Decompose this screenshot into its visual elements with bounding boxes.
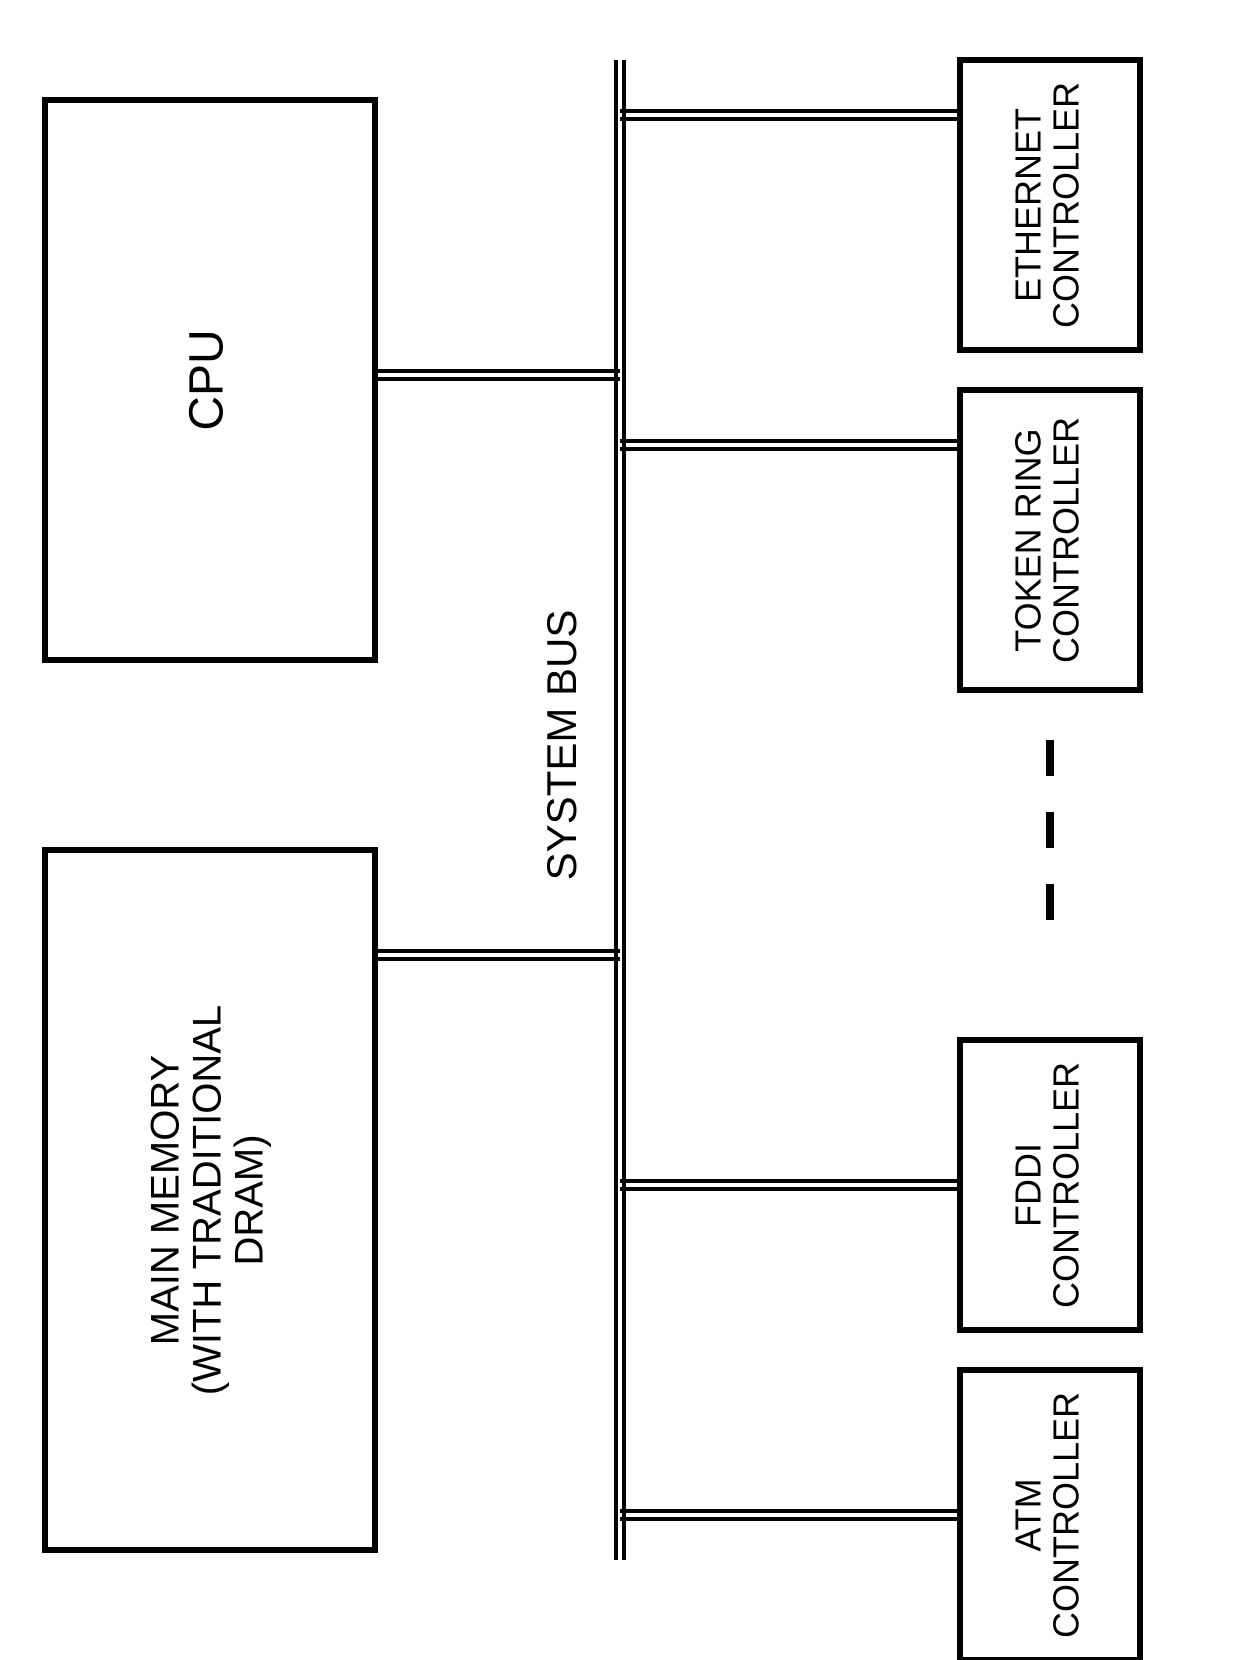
token-ring-block: TOKEN RINGCONTROLLER (960, 390, 1140, 690)
token-ring-label: TOKEN RING (1008, 428, 1049, 651)
token-ring-connector (620, 441, 960, 449)
ethernet-label: CONTROLLER (1045, 82, 1086, 328)
cpu-connector (375, 371, 620, 379)
ethernet-connector (620, 111, 960, 119)
main-memory-connector (375, 951, 620, 959)
ethernet-block: ETHERNETCONTROLLER (960, 60, 1140, 350)
atm-connector (620, 1511, 960, 1519)
cpu-block: CPU (45, 100, 375, 660)
system-bus-label: SYSTEM BUS (538, 610, 585, 881)
main-memory-block: MAIN MEMORY(WITH TRADITIONALDRAM) (45, 850, 375, 1550)
cpu-label: CPU (181, 329, 234, 430)
token-ring-label: CONTROLLER (1045, 417, 1086, 663)
fddi-label: CONTROLLER (1045, 1062, 1086, 1308)
fddi-connector (620, 1181, 960, 1189)
fddi-block: FDDICONTROLLER (960, 1040, 1140, 1330)
atm-label: ATM (1008, 1478, 1049, 1551)
system-bus (616, 60, 624, 1560)
atm-block: ATMCONTROLLER (960, 1370, 1140, 1660)
ethernet-label: ETHERNET (1008, 108, 1049, 302)
atm-label: CONTROLLER (1045, 1392, 1086, 1638)
main-memory-label: DRAM) (228, 1134, 272, 1265)
fddi-label: FDDI (1008, 1143, 1049, 1227)
main-memory-label: (WITH TRADITIONAL (186, 1005, 230, 1395)
main-memory-label: MAIN MEMORY (144, 1055, 188, 1345)
